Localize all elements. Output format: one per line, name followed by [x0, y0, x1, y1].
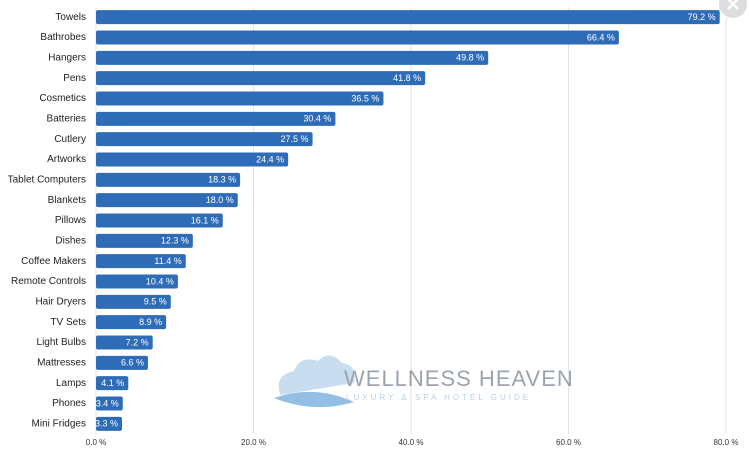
- y-tick-label: Lamps: [56, 378, 86, 389]
- bar: [96, 233, 193, 248]
- bar: [96, 396, 123, 411]
- y-tick-label: Coffee Makers: [21, 256, 86, 267]
- bar: [96, 335, 153, 350]
- x-tick-label: 0.0 %: [86, 438, 106, 447]
- value-label: 7.2 %: [126, 337, 149, 347]
- bar: [96, 193, 238, 208]
- y-tick-label: Dishes: [55, 235, 86, 246]
- value-label: 18.3 %: [208, 175, 236, 185]
- close-button[interactable]: [717, 0, 749, 20]
- bar: [96, 172, 241, 187]
- x-tick-label: 40.0 %: [399, 438, 424, 447]
- y-tick-label: Hair Dryers: [35, 296, 86, 307]
- x-tick-label: 80.0 %: [714, 438, 739, 447]
- bar: [96, 254, 186, 269]
- bar: [96, 91, 384, 106]
- watermark-wave: [274, 391, 354, 408]
- watermark-cloud: [278, 355, 355, 395]
- bar: [96, 132, 313, 147]
- bar: [96, 152, 289, 167]
- y-tick-label: Bathrobes: [40, 32, 86, 43]
- value-label: 16.1 %: [191, 215, 219, 225]
- x-tick-label: 60.0 %: [556, 438, 581, 447]
- value-label: 36.5 %: [351, 93, 379, 103]
- x-tick-label: 20.0 %: [241, 438, 266, 447]
- bar: [96, 10, 720, 25]
- y-tick-label: Tablet Computers: [8, 174, 86, 185]
- value-label: 9.5 %: [144, 297, 167, 307]
- y-tick-label: TV Sets: [50, 317, 86, 328]
- y-tick-label: Towels: [55, 12, 86, 23]
- value-label: 41.8 %: [393, 73, 421, 83]
- value-label: 6.6 %: [121, 358, 144, 368]
- value-label: 79.2 %: [688, 12, 716, 22]
- y-tick-label: Hangers: [48, 52, 86, 63]
- bar: [96, 355, 148, 370]
- value-label: 66.4 %: [587, 32, 615, 42]
- bar: [96, 376, 129, 391]
- bar: [96, 294, 171, 309]
- close-circle[interactable]: [717, 0, 749, 20]
- bar: [96, 274, 178, 289]
- close-icon[interactable]: [727, 0, 739, 10]
- y-tick-label: Light Bulbs: [37, 337, 86, 348]
- value-label: 27.5 %: [281, 134, 309, 144]
- watermark: WELLNESS HEAVEN LUXURY & SPA HOTEL GUIDE: [274, 355, 574, 408]
- bar: [96, 315, 167, 330]
- y-tick-label: Pens: [63, 73, 86, 84]
- y-tick-label: Batteries: [47, 113, 86, 124]
- bar: [96, 213, 223, 228]
- bar: [96, 50, 489, 65]
- bar: [96, 111, 336, 126]
- y-tick-label: Artworks: [47, 154, 86, 165]
- y-tick-label: Mini Fridges: [32, 418, 86, 429]
- bar: [96, 416, 122, 431]
- y-tick-label: Pillows: [55, 215, 86, 226]
- value-label: 3.4 %: [96, 398, 119, 408]
- value-label: 10.4 %: [146, 276, 174, 286]
- y-tick-label: Blankets: [48, 195, 86, 206]
- value-label: 8.9 %: [139, 317, 162, 327]
- y-tick-label: Remote Controls: [11, 276, 86, 287]
- value-label: 49.8 %: [456, 53, 484, 63]
- value-label: 18.0 %: [206, 195, 234, 205]
- bar: [96, 71, 426, 86]
- watermark-tagline: LUXURY & SPA HOTEL GUIDE: [346, 393, 531, 402]
- y-tick-label: Phones: [52, 398, 86, 409]
- value-label: 11.4 %: [154, 256, 181, 266]
- bar: [96, 30, 619, 45]
- y-tick-label: Cutlery: [54, 134, 86, 145]
- watermark-brand: WELLNESS HEAVEN: [344, 366, 574, 391]
- value-label: 3.3 %: [95, 419, 118, 429]
- value-label: 4.1 %: [101, 378, 124, 388]
- y-tick-label: Cosmetics: [39, 93, 86, 104]
- value-label: 12.3 %: [161, 236, 189, 246]
- value-label: 30.4 %: [303, 114, 331, 124]
- y-tick-label: Mattresses: [37, 357, 86, 368]
- value-label: 24.4 %: [256, 154, 284, 164]
